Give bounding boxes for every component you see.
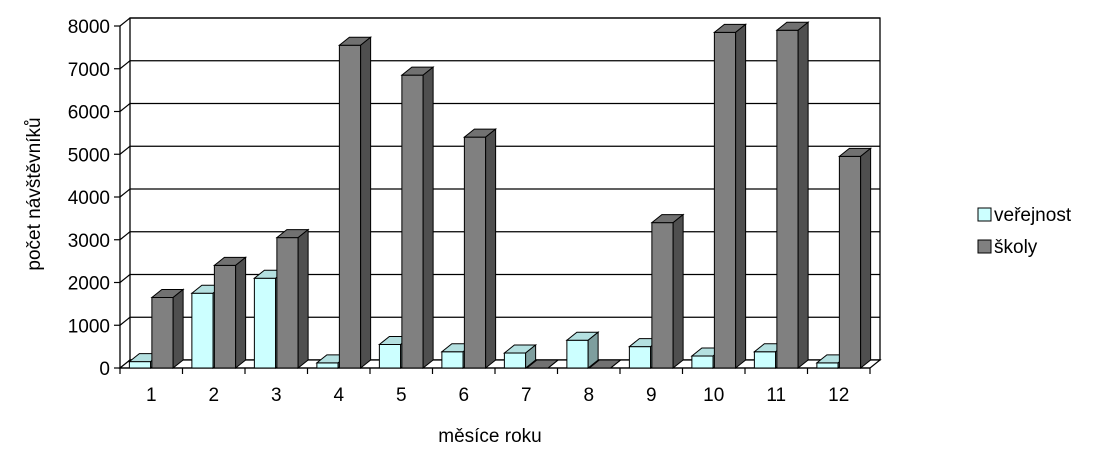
bar-front — [128, 361, 152, 369]
y-tick-label: 8000 — [68, 17, 110, 38]
bar-front — [276, 237, 299, 369]
bar-front — [253, 277, 277, 369]
x-tick-label: 1 — [146, 385, 157, 406]
y-tick-label: 1000 — [68, 316, 110, 337]
gridline-diagonal — [119, 274, 131, 283]
x-tick-label: 10 — [703, 385, 724, 406]
y-tick-label: 6000 — [68, 103, 110, 124]
bar-side — [672, 213, 684, 370]
y-axis-title: počet návštěvníků — [24, 117, 45, 270]
legend-item: školy — [977, 237, 1038, 258]
bar-side — [610, 359, 621, 369]
bar — [775, 21, 810, 370]
legend-swatch — [977, 207, 992, 222]
bar-side — [525, 343, 537, 370]
bar-front — [713, 31, 737, 369]
bar-side — [172, 288, 184, 370]
x-tick-label: 9 — [646, 385, 657, 406]
gridline-diagonal — [119, 60, 131, 70]
bar — [275, 228, 310, 370]
y-tick-label: 5000 — [68, 145, 110, 166]
bar-front — [213, 264, 237, 369]
bar-front — [441, 351, 464, 369]
bar-front — [691, 355, 714, 369]
legend-label: školy — [994, 237, 1038, 258]
x-tick-label: 6 — [458, 385, 469, 406]
bars — [127, 21, 873, 370]
bar-front — [463, 136, 487, 369]
bar-front — [338, 44, 362, 369]
bar — [837, 147, 873, 370]
x-tick-label: 2 — [208, 385, 219, 406]
bar-side — [422, 66, 434, 370]
x-tick-label: 11 — [766, 385, 786, 406]
x-tick-label: 5 — [396, 385, 407, 406]
bar-side — [360, 36, 372, 370]
gridline-diagonal — [119, 231, 131, 241]
bar-front — [316, 362, 339, 369]
x-tick-label: 12 — [828, 385, 849, 406]
bar-side — [587, 331, 599, 370]
y-tick-labels: 0 1000 2000 3000 4000 5000 6000 7000 8000 — [68, 17, 110, 380]
bar-side — [235, 256, 247, 370]
bar — [525, 359, 560, 369]
bar-front — [753, 351, 777, 369]
bar-front — [191, 292, 214, 369]
bar — [712, 23, 748, 370]
bar-side — [297, 228, 309, 370]
x-tick-labels: 1 2 3 4 5 6 7 8 9 10 11 12 — [146, 385, 849, 406]
gridline-diagonal — [119, 145, 131, 155]
bar — [502, 343, 538, 370]
axes — [114, 17, 882, 374]
bar-front — [776, 29, 799, 369]
y-tick-label: 0 — [99, 359, 110, 380]
bar-side — [860, 147, 872, 370]
y-tick-label: 4000 — [68, 188, 110, 209]
bar-side — [547, 359, 559, 369]
bar-front — [816, 362, 839, 369]
x-axis-title: měsíce roku — [438, 426, 541, 447]
bar — [650, 213, 685, 370]
y-tick-label: 2000 — [68, 274, 110, 295]
bar-front — [503, 352, 527, 369]
bar-side — [485, 128, 497, 370]
x-tick-label: 7 — [521, 385, 532, 406]
bar-side — [735, 23, 747, 370]
bar — [462, 128, 498, 370]
y-tick-label: 7000 — [68, 60, 110, 81]
bar — [565, 331, 600, 370]
bar-side — [797, 21, 809, 370]
bar-front — [628, 346, 652, 369]
x-tick-label: 8 — [583, 385, 594, 406]
bar-front — [566, 339, 589, 369]
bar — [212, 256, 248, 370]
x-tick-label: 3 — [271, 385, 282, 406]
bar — [587, 359, 623, 369]
bar-front — [401, 74, 424, 369]
bar — [337, 36, 373, 370]
legend-label: veřejnost — [994, 205, 1072, 226]
bar-front — [378, 343, 402, 369]
gridline-diagonal — [119, 316, 131, 326]
bar — [400, 66, 435, 370]
gridline-diagonal — [119, 103, 131, 112]
gridline-diagonal — [119, 188, 131, 198]
bar-front — [838, 155, 862, 369]
y-tick-label: 3000 — [68, 231, 110, 252]
bar-front — [151, 296, 174, 369]
bar-front — [651, 222, 674, 369]
bar — [150, 288, 185, 370]
gridline-diagonal — [119, 17, 131, 27]
legend-item: veřejnost — [977, 205, 1072, 226]
x-tick-label: 4 — [333, 385, 344, 406]
legend: veřejnost školy — [977, 205, 1072, 258]
legend-swatch — [977, 239, 992, 254]
